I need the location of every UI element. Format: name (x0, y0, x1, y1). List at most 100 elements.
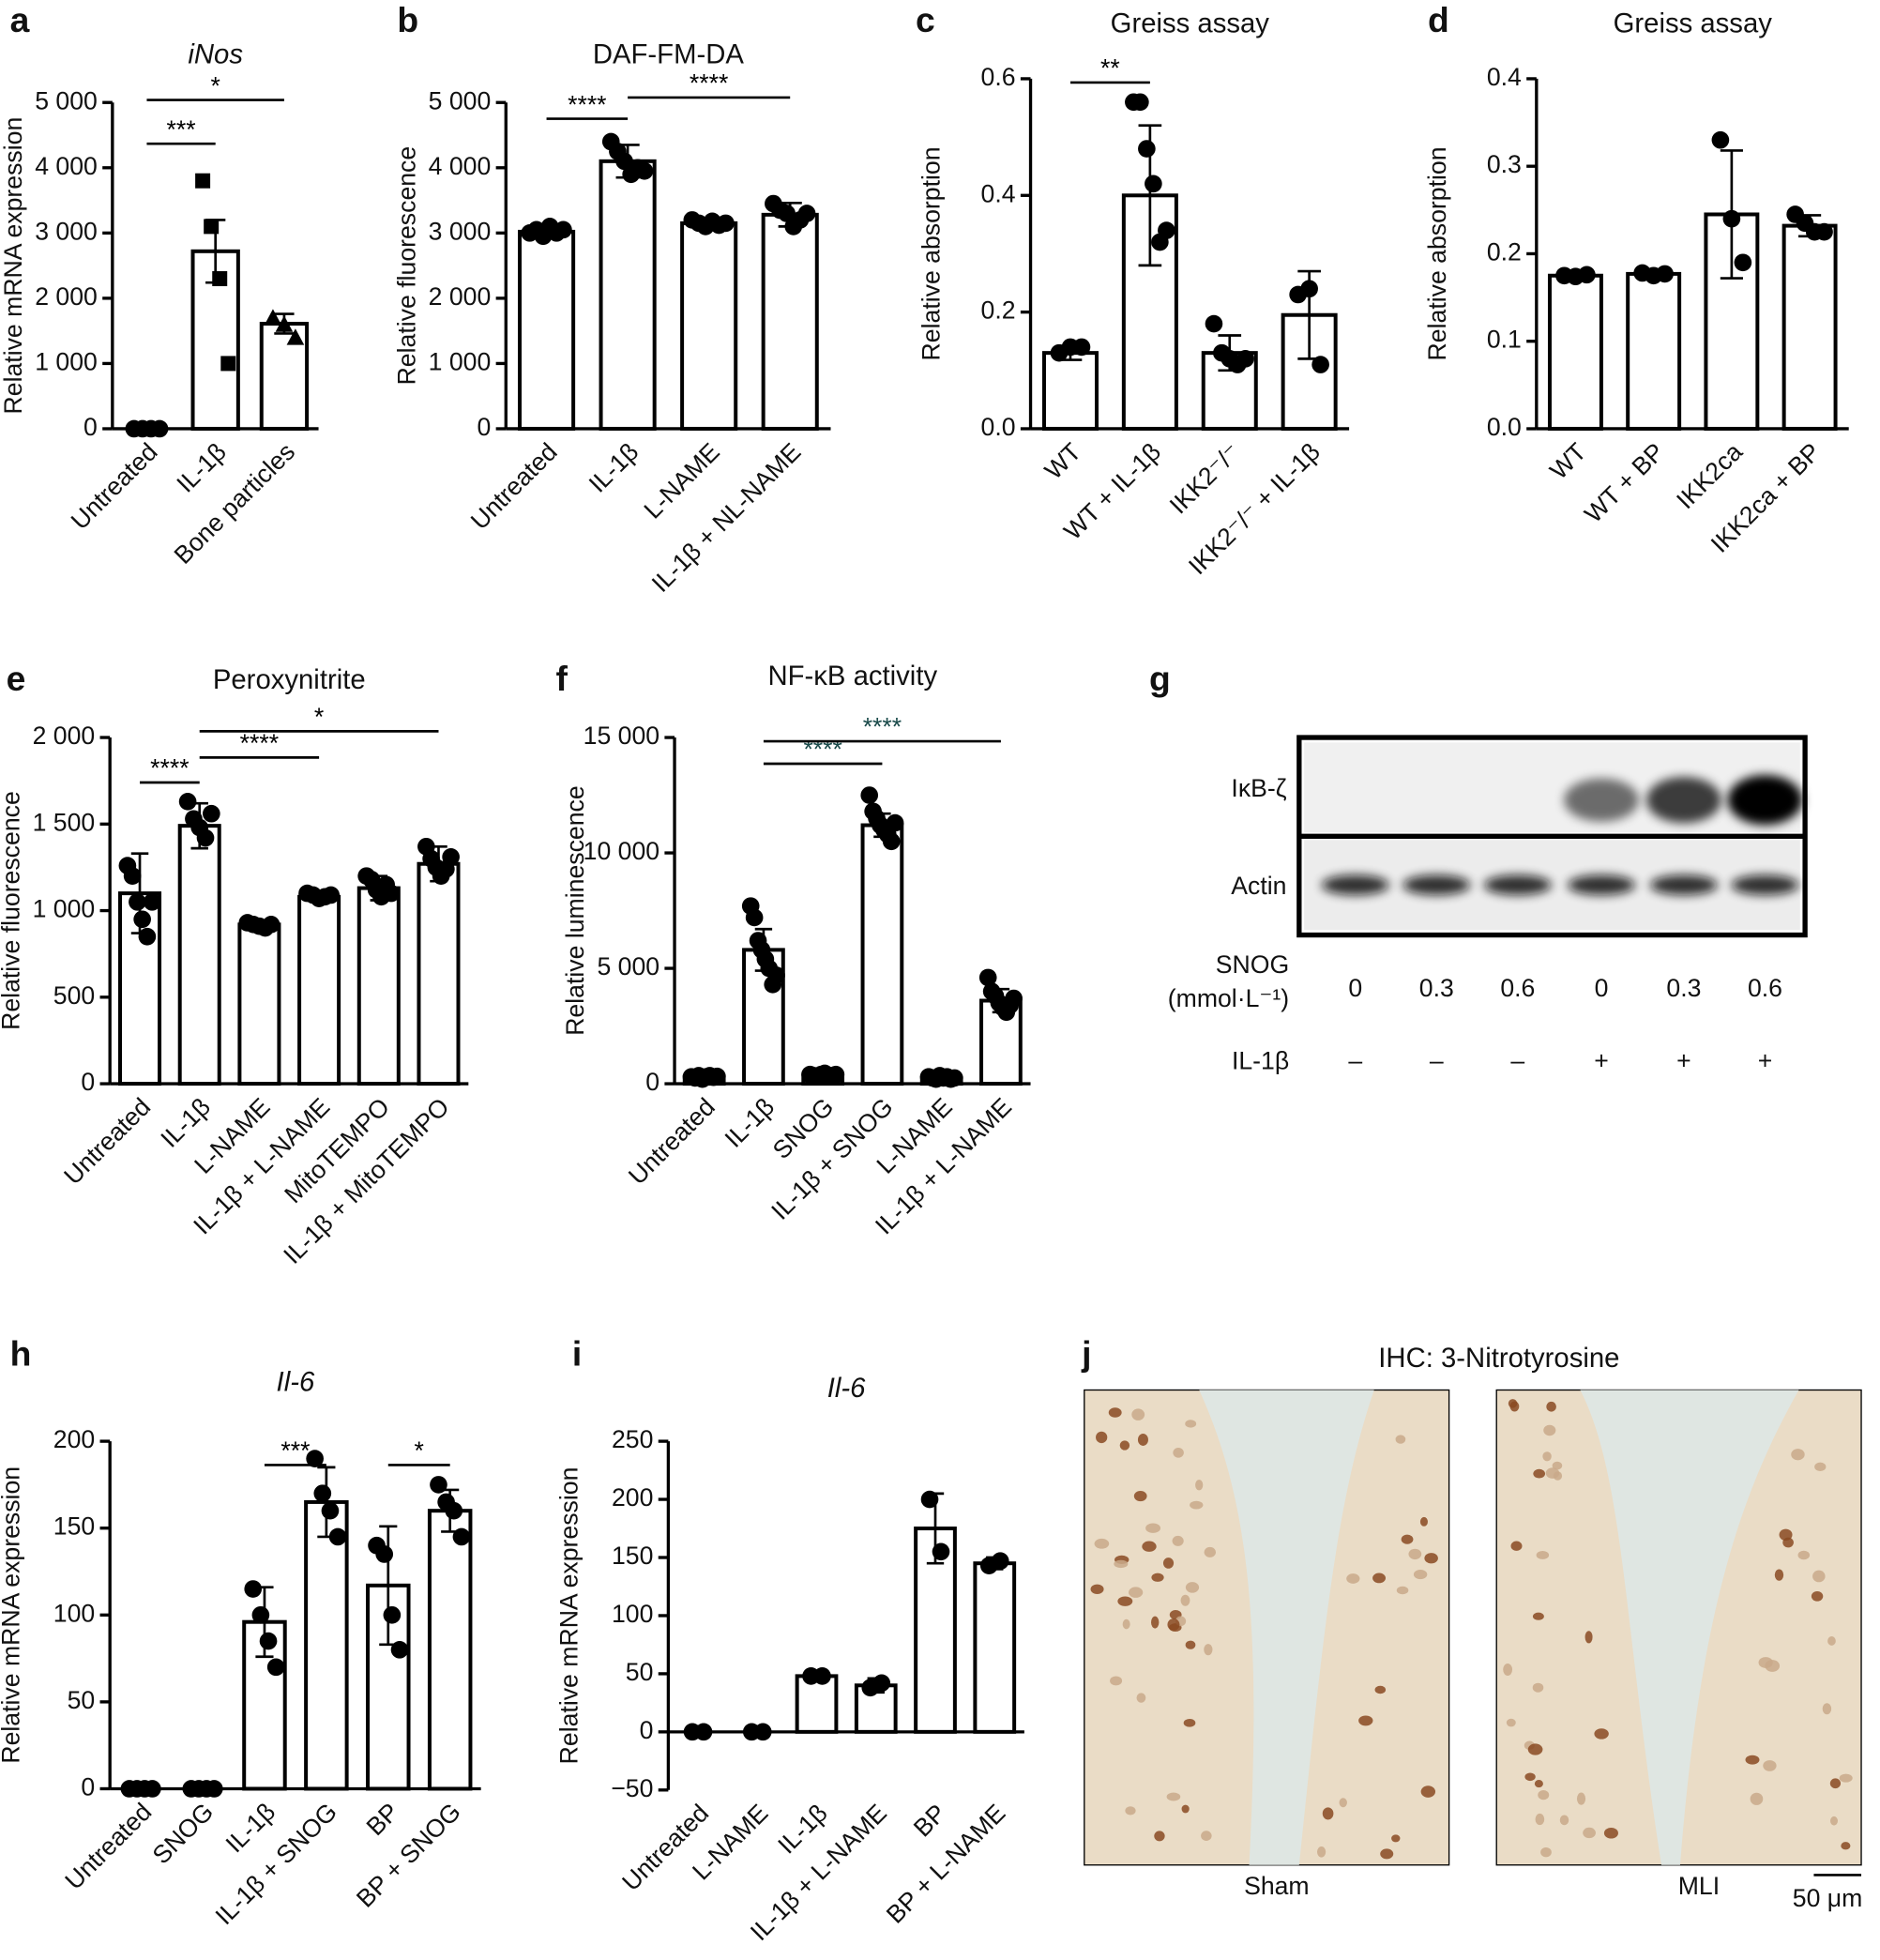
x-tick-label: BP (361, 1798, 404, 1841)
bar (356, 886, 401, 1086)
error-bar (873, 812, 891, 839)
y-tick-label: 150 (612, 1542, 653, 1570)
panel-letter: h (10, 1333, 32, 1373)
point (251, 1605, 270, 1624)
cell (1552, 1461, 1563, 1470)
error-bar (754, 927, 773, 972)
y-tick-label: 3 000 (35, 217, 98, 245)
x-tick-label: SNOG (147, 1798, 220, 1870)
y-tick-label: 0.1 (1487, 326, 1522, 354)
y-tick-label: 0.0 (1487, 413, 1522, 441)
point (264, 309, 282, 326)
point (767, 966, 785, 984)
cell (1540, 1847, 1552, 1858)
error-bar (695, 1073, 713, 1080)
chart-title: Peroxynitrite (213, 664, 366, 695)
point (150, 419, 169, 438)
y-axis-label: Relative mRNA expression (555, 1467, 584, 1765)
point (1205, 314, 1223, 333)
point (138, 927, 157, 946)
cell (1527, 1743, 1543, 1755)
significance-label: **** (240, 729, 279, 757)
point (123, 867, 142, 885)
error-bar (430, 844, 447, 883)
il1b-value: – (1510, 1046, 1524, 1074)
point (1578, 266, 1596, 284)
panel-letter: j (1081, 1333, 1091, 1373)
error-bar (534, 225, 559, 238)
bar (417, 861, 461, 1086)
y-tick-label: 50 (626, 1658, 654, 1686)
cell (1829, 1778, 1842, 1789)
cell (1559, 1815, 1569, 1826)
bar (860, 823, 904, 1086)
cell (1510, 1541, 1523, 1551)
cells (1090, 1399, 1853, 1860)
cell (1827, 1636, 1836, 1646)
error-bar (813, 1072, 832, 1079)
cell (1822, 1703, 1832, 1715)
bar (237, 922, 281, 1086)
il1b-value: – (1430, 1046, 1444, 1074)
x-tick-label: IKK2ca (1671, 437, 1748, 514)
il1b-label: IL-1β (1232, 1046, 1289, 1074)
significance-label: *** (280, 1436, 310, 1465)
band (1483, 874, 1552, 895)
joint-space (1199, 1390, 1374, 1865)
cell (1420, 1785, 1436, 1798)
cell (1814, 1462, 1827, 1471)
error-bar (1720, 149, 1743, 280)
x-tick-label: Untreated (623, 1092, 720, 1190)
point (1656, 265, 1674, 283)
ihc-caption: MLI (1678, 1872, 1720, 1900)
point (978, 968, 997, 987)
ihc-panel: j IHC: 3-Nitrotyrosine Sham MLI 50 μm (1081, 1333, 1862, 1912)
cell (1137, 1434, 1148, 1446)
cell (1185, 1582, 1200, 1593)
x-tick-label: WT (1544, 437, 1591, 485)
y-tick-label: 5 000 (597, 952, 660, 980)
error-bar (1297, 269, 1321, 360)
y-tick-label: 0.4 (1487, 63, 1522, 91)
blot-panel: g IκB-ζ Actin SNOG (mmol·L⁻¹) IL-1β (1149, 659, 1808, 1074)
cell (1166, 1792, 1181, 1801)
significance-label: * (314, 703, 324, 731)
cell (1839, 1773, 1853, 1783)
cell (1167, 1618, 1180, 1631)
bar (761, 212, 819, 431)
cell (1532, 1612, 1544, 1620)
cell (1136, 1693, 1146, 1703)
ihc-caption: Sham (1244, 1872, 1310, 1900)
y-tick-label: 250 (612, 1425, 653, 1453)
cell (1096, 1431, 1108, 1444)
x-tick-label: Untreated (66, 437, 163, 535)
error-bar (1218, 334, 1242, 372)
chart-title: Greiss assay (1111, 8, 1270, 38)
error-bar (1642, 267, 1665, 280)
cell (1797, 1550, 1811, 1560)
point (144, 1780, 161, 1798)
cell (1129, 1587, 1144, 1598)
cell (1195, 1480, 1204, 1491)
bar (680, 220, 738, 431)
point (266, 1658, 285, 1677)
cell (1131, 1408, 1145, 1421)
y-tick-label: 50 (68, 1686, 96, 1714)
cell (1503, 1664, 1513, 1677)
point (708, 1067, 726, 1086)
cell (1745, 1755, 1760, 1765)
point (1005, 989, 1023, 1008)
y-tick-label: 0 (477, 413, 491, 441)
cell (1812, 1570, 1826, 1583)
error-bar (932, 1074, 950, 1082)
point (328, 1527, 347, 1546)
cell (1583, 1827, 1596, 1839)
cell (1119, 1440, 1130, 1451)
point (635, 161, 654, 180)
y-tick-label: 200 (612, 1483, 653, 1512)
cell (1181, 1804, 1190, 1814)
cell (1108, 1407, 1122, 1418)
chart-title: DAF-FM-DA (593, 39, 745, 70)
il1b-value: + (1758, 1046, 1773, 1074)
ihc-title: IHC: 3-Nitrotyrosine (1378, 1343, 1619, 1374)
